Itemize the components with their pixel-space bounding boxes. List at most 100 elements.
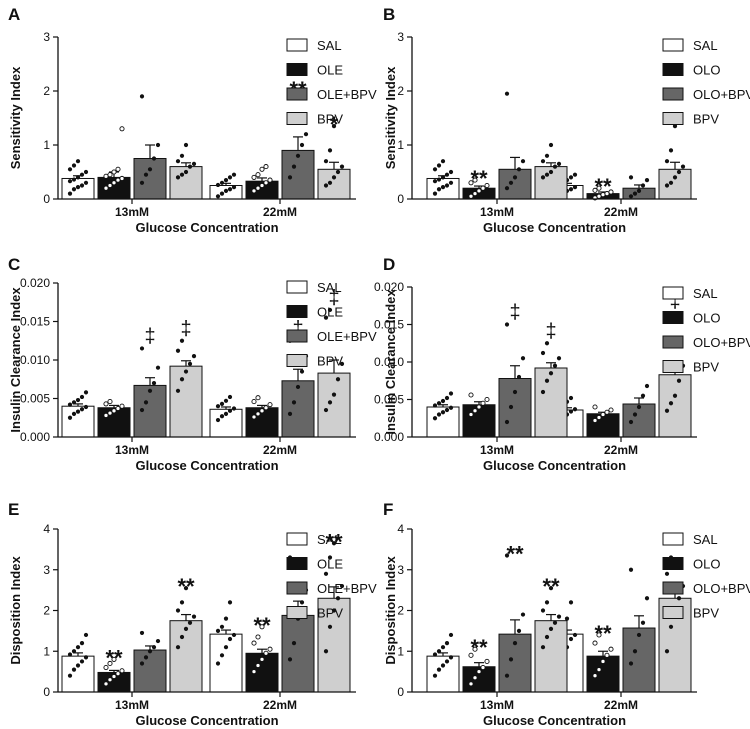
data-point — [516, 374, 522, 380]
y-tick-label: 0.000 — [374, 430, 404, 444]
data-point — [632, 412, 638, 417]
data-point — [628, 194, 634, 199]
data-point — [83, 180, 89, 185]
data-point — [187, 361, 193, 366]
data-point — [680, 164, 686, 169]
legend-label: BPV — [317, 112, 343, 127]
data-point — [155, 638, 161, 644]
data-point — [444, 395, 450, 401]
data-point — [71, 163, 77, 168]
significance-marker: ** — [594, 174, 612, 199]
data-point — [592, 417, 598, 424]
data-point — [175, 645, 181, 650]
data-point — [548, 142, 554, 148]
data-point — [255, 172, 261, 178]
data-point — [223, 398, 229, 403]
x-axis-label: Glucose Concentration — [135, 220, 278, 235]
bar-olo-bpv-22mm — [622, 627, 656, 693]
data-point — [143, 655, 149, 660]
data-point — [448, 655, 454, 660]
data-point — [676, 596, 682, 601]
data-point — [596, 667, 602, 673]
data-point — [640, 183, 646, 188]
data-point — [504, 553, 510, 558]
data-point — [263, 164, 269, 170]
data-point — [139, 346, 145, 351]
data-point — [267, 177, 273, 183]
legend-swatch — [286, 354, 308, 367]
significance-marker: * — [330, 112, 339, 137]
data-point — [323, 159, 329, 164]
data-point — [323, 649, 329, 654]
data-point — [600, 658, 606, 664]
y-tick-label: 0.020 — [374, 280, 404, 294]
data-point — [556, 161, 562, 166]
data-point — [187, 164, 193, 169]
y-tick-label: 1 — [43, 644, 50, 658]
data-point — [231, 632, 237, 638]
data-point — [432, 652, 438, 657]
data-point — [231, 172, 237, 177]
data-point — [155, 365, 161, 370]
data-point — [83, 169, 89, 175]
legend-swatch — [662, 112, 684, 125]
data-point — [231, 185, 237, 190]
data-point — [83, 390, 89, 395]
x-axis-label: Glucose Concentration — [135, 713, 278, 728]
data-point — [79, 172, 85, 177]
data-point — [255, 185, 261, 191]
data-point — [119, 175, 125, 182]
data-point — [75, 185, 81, 190]
data-point — [436, 649, 442, 654]
data-point — [103, 185, 109, 191]
data-point — [115, 166, 121, 172]
significance-marker: ‡ — [669, 290, 680, 312]
data-point — [468, 180, 474, 186]
data-point — [556, 614, 562, 619]
data-point — [664, 159, 670, 164]
data-point — [504, 186, 510, 191]
data-point — [520, 356, 526, 361]
data-point — [484, 658, 490, 664]
data-point — [432, 416, 438, 421]
panel-label: F — [383, 500, 393, 519]
data-point — [568, 409, 574, 414]
data-point — [259, 182, 265, 189]
y-tick-label: 0.000 — [20, 430, 50, 444]
data-point — [251, 669, 257, 675]
data-point — [223, 616, 229, 621]
data-point — [147, 649, 153, 654]
data-point — [644, 383, 650, 389]
data-point — [516, 167, 522, 172]
data-point — [327, 148, 333, 153]
data-point — [444, 659, 450, 664]
data-point — [71, 411, 77, 416]
data-point — [331, 541, 337, 546]
bar-ole-bpv-13mm — [133, 384, 167, 438]
legend-label: SAL — [693, 286, 718, 301]
data-point — [223, 178, 229, 183]
data-point — [472, 675, 478, 681]
data-point — [83, 404, 89, 410]
data-point — [215, 194, 221, 199]
data-point — [640, 620, 646, 625]
data-point — [143, 400, 149, 405]
significance-marker: ** — [177, 574, 195, 599]
legend-swatch — [662, 311, 684, 324]
data-point — [75, 645, 81, 650]
x-axis-label: Glucose Concentration — [483, 713, 626, 728]
data-point — [672, 175, 678, 180]
data-point — [287, 657, 293, 662]
legend-swatch — [662, 87, 684, 101]
data-point — [512, 175, 518, 180]
data-point — [115, 405, 121, 412]
data-point — [219, 653, 225, 658]
data-point — [179, 153, 185, 158]
x-tick-label: 22mM — [604, 205, 638, 219]
data-point — [75, 175, 81, 180]
data-point — [664, 183, 670, 188]
data-point — [592, 187, 598, 193]
data-point — [512, 641, 518, 646]
data-point — [323, 315, 329, 320]
data-point — [179, 600, 185, 605]
